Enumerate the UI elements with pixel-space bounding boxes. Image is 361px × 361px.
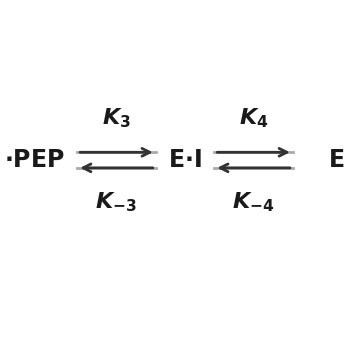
Text: $\boldsymbol{K}_{\mathbf{-4}}$: $\boldsymbol{K}_{\mathbf{-4}}$: [232, 190, 275, 214]
Text: $\mathbf{E}$: $\mathbf{E}$: [328, 148, 344, 172]
Text: $\mathbf{\cdot PEP}$: $\mathbf{\cdot PEP}$: [4, 148, 64, 172]
Text: $\boldsymbol{K}_{\mathbf{-3}}$: $\boldsymbol{K}_{\mathbf{-3}}$: [95, 190, 138, 214]
Text: $\boldsymbol{K}_{\mathbf{4}}$: $\boldsymbol{K}_{\mathbf{4}}$: [239, 106, 268, 130]
Text: $\mathbf{E{\cdot}I}$: $\mathbf{E{\cdot}I}$: [168, 148, 202, 172]
Text: $\boldsymbol{K}_{\mathbf{3}}$: $\boldsymbol{K}_{\mathbf{3}}$: [102, 106, 131, 130]
